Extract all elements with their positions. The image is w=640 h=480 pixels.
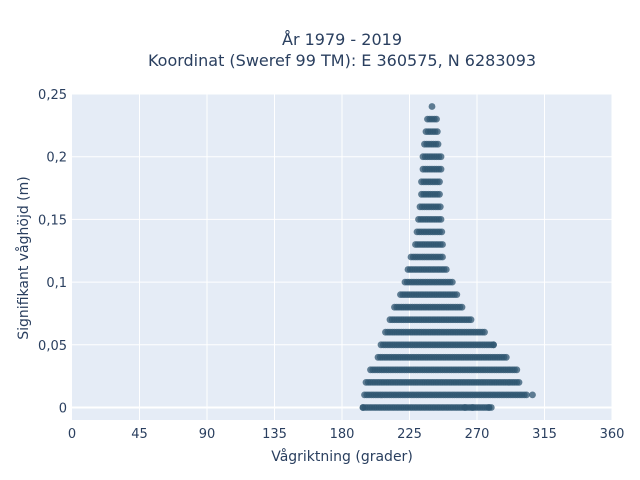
- y-tick-labels: 0 0,05 0,1 0,15 0,2 0,25: [38, 88, 67, 416]
- data-point: [461, 404, 469, 411]
- data-point: [437, 216, 445, 223]
- x-axis-title: Vågriktning (grader): [271, 448, 413, 465]
- data-point: [458, 303, 466, 311]
- data-point: [434, 140, 442, 148]
- data-point: [442, 266, 450, 273]
- data-point: [469, 404, 476, 411]
- data-point: [437, 153, 445, 161]
- data-point: [490, 341, 497, 349]
- data-point: [448, 278, 456, 286]
- data-point: [433, 115, 440, 123]
- data-point: [433, 128, 441, 136]
- data-point: [428, 103, 436, 110]
- scatter-points: [359, 103, 536, 411]
- gridlines: [72, 93, 613, 420]
- data-point: [523, 391, 530, 399]
- data-point: [529, 391, 536, 399]
- y-tick-label: 0,2: [46, 151, 67, 166]
- data-point: [437, 165, 445, 173]
- data-point: [513, 366, 521, 374]
- x-tick-label: 90: [199, 427, 216, 442]
- data-point: [467, 316, 475, 324]
- data-point: [359, 404, 367, 411]
- chart-title-line-1: År 1979 - 2019: [282, 30, 402, 49]
- y-axis-title: Signifikant våghöjd (m): [15, 176, 32, 339]
- x-tick-label: 45: [131, 427, 148, 442]
- data-point: [436, 178, 443, 186]
- y-tick-label: 0,25: [38, 88, 67, 103]
- y-tick-label: 0,15: [38, 213, 67, 228]
- data-point: [436, 190, 443, 198]
- y-tick-label: 0,1: [46, 276, 67, 291]
- data-point: [502, 353, 510, 361]
- data-point: [453, 291, 461, 298]
- x-tick-label: 135: [262, 427, 287, 442]
- data-point: [439, 253, 446, 261]
- x-tick-label: 270: [465, 427, 490, 442]
- chart-title-line-2: Koordinat (Sweref 99 TM): E 360575, N 62…: [148, 51, 536, 70]
- data-point: [436, 203, 444, 211]
- x-tick-label: 225: [397, 427, 422, 442]
- x-tick-label: 315: [532, 427, 557, 442]
- data-point: [515, 379, 523, 386]
- x-tick-labels: 0 45 90 135 180 225 270 315 360: [68, 427, 625, 442]
- data-point: [439, 241, 446, 248]
- data-point: [481, 328, 488, 336]
- x-tick-label: 360: [600, 427, 625, 442]
- x-tick-label: 0: [68, 427, 76, 442]
- x-tick-label: 180: [330, 427, 355, 442]
- y-tick-label: 0: [59, 401, 67, 416]
- data-point: [438, 228, 446, 236]
- y-tick-label: 0,05: [38, 339, 67, 354]
- data-point: [485, 404, 493, 411]
